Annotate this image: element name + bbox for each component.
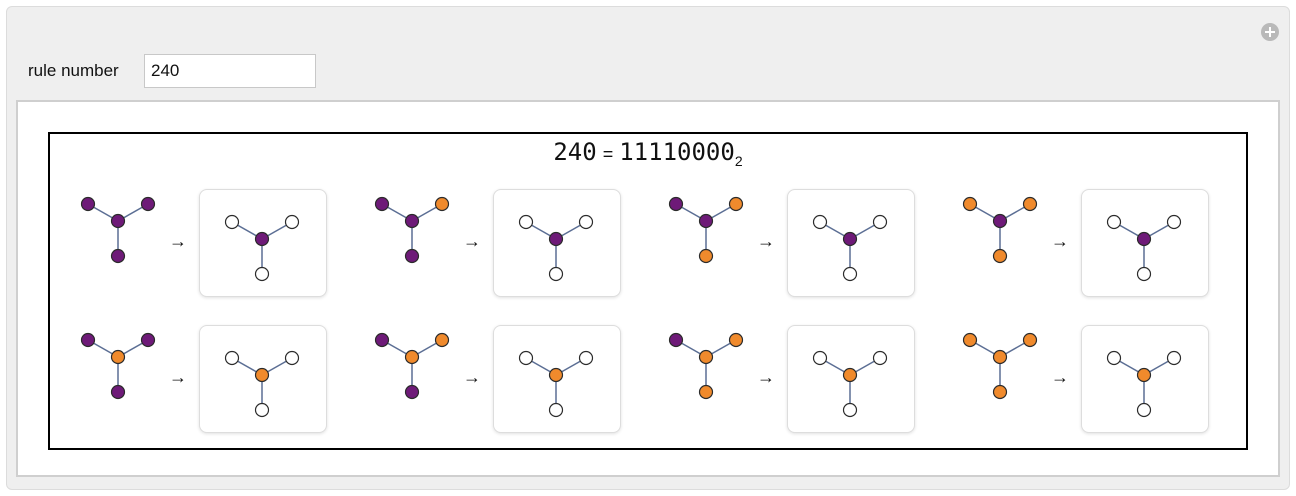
rule-number-decimal: 240 bbox=[553, 138, 597, 166]
add-icon[interactable] bbox=[1261, 23, 1279, 41]
rule-title: 240 = 111100002 bbox=[0, 137, 1296, 176]
rule-number-binary: 11110000 bbox=[619, 138, 735, 166]
rule-graphic-frame bbox=[48, 132, 1248, 450]
rule-number-label: rule number bbox=[28, 61, 119, 80]
equals-sign: = bbox=[602, 144, 614, 164]
rule-number-input[interactable] bbox=[144, 54, 316, 88]
binary-base-subscript: 2 bbox=[734, 152, 743, 169]
